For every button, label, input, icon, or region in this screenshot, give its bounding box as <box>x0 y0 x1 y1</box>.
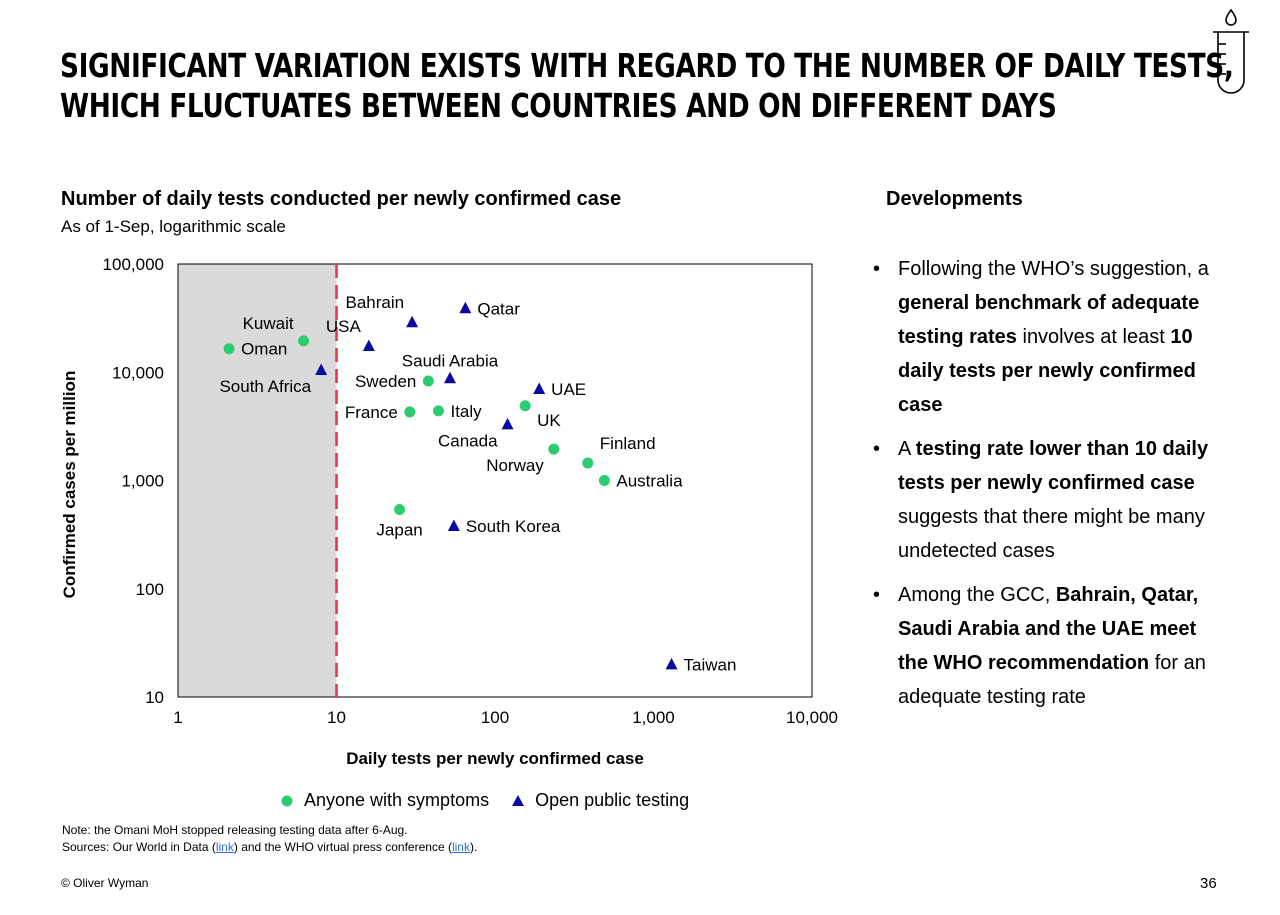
y-tick-label: 10 <box>145 688 164 707</box>
point-label: Taiwan <box>684 655 737 674</box>
bullet-text: involves at least <box>1016 326 1171 348</box>
x-tick-label: 1,000 <box>632 708 675 727</box>
x-tick-label: 1 <box>173 708 182 727</box>
y-tick-label: 100 <box>136 580 164 599</box>
data-point-uk <box>519 400 531 412</box>
development-bullet: A testing rate lower than 10 daily tests… <box>870 432 1230 568</box>
data-point-kuwait <box>298 335 310 347</box>
x-tick-label: 100 <box>481 708 509 727</box>
legend-label-symptoms: Anyone with symptoms <box>304 790 490 810</box>
bullet-text: for an adequate testing rate <box>898 652 1206 708</box>
point-label: South Korea <box>466 517 561 536</box>
who-link[interactable]: link <box>451 840 470 854</box>
data-point-saudi-arabia <box>443 371 456 384</box>
page-number: 36 <box>1200 875 1217 892</box>
sources-text: Sources: Our World in Data (link) and th… <box>62 839 477 856</box>
point-label: Italy <box>450 402 482 421</box>
scatter-chart: 1 10 100 1,000 10,000 10 100 1,000 10,000 100,000… <box>60 255 838 768</box>
bullet-bold-text: 10 daily tests per newly confirmed case <box>898 326 1196 416</box>
data-point-uae <box>533 382 546 395</box>
data-point-italy <box>432 405 444 417</box>
shaded-region <box>178 264 337 697</box>
data-point-bahrain <box>406 315 419 328</box>
point-label: Kuwait <box>243 314 294 333</box>
slide-title-line-2: WHICH FLUCTUATES BETWEEN COUNTRIES AND O… <box>60 86 1057 125</box>
point-label: Finland <box>600 434 656 453</box>
bullet-text: A <box>898 438 916 460</box>
slide-title-line-1: SIGNIFICANT VARIATION EXISTS WITH REGARD… <box>60 46 1234 85</box>
developments-list: Following the WHO’s suggestion, a genera… <box>870 252 1230 724</box>
development-bullet: Among the GCC, Bahrain, Qatar, Saudi Ara… <box>870 578 1230 714</box>
data-point-canada <box>501 417 514 430</box>
chart-subtitle: As of 1-Sep, logarithmic scale <box>61 217 286 236</box>
data-point-japan <box>394 503 406 515</box>
y-tick-label: 100,000 <box>103 255 164 274</box>
bullet-text: Following the WHO’s suggestion, a <box>898 258 1209 280</box>
point-label: Sweden <box>355 372 416 391</box>
legend-item-open-testing: Open public testing <box>511 790 689 811</box>
developments-title: Developments <box>886 188 1023 210</box>
plot-frame <box>177 263 813 698</box>
note-text: Note: the Omani MoH stopped releasing te… <box>62 823 408 837</box>
point-label: Oman <box>241 340 287 359</box>
data-point-qatar <box>459 301 472 314</box>
point-label: Qatar <box>477 299 520 318</box>
data-point-taiwan <box>665 657 678 670</box>
bullet-bold-text: Bahrain, Qatar, Saudi Arabia and the UAE… <box>898 584 1199 674</box>
data-point-usa <box>362 339 375 351</box>
data-point-oman <box>223 343 235 355</box>
point-label: Saudi Arabia <box>402 351 499 370</box>
point-label: UAE <box>551 380 586 399</box>
chart-title: Number of daily tests conducted per newl… <box>61 188 622 210</box>
point-label: France <box>345 403 398 422</box>
development-bullet: Following the WHO’s suggestion, a genera… <box>870 252 1230 422</box>
chart-legend: Anyone with symptoms Open public testing <box>280 790 711 811</box>
data-point-south-korea <box>447 519 460 531</box>
bullet-text: Among the GCC, <box>898 584 1056 606</box>
owid-link[interactable]: link <box>215 840 234 854</box>
data-point-south-africa <box>315 363 328 375</box>
x-axis-label: Daily tests per newly confirmed case <box>346 749 644 768</box>
legend-circle-marker <box>281 795 293 806</box>
point-label: USA <box>326 317 362 336</box>
y-axis-label: Confirmed cases per million <box>60 371 79 599</box>
footnote: Note: the Omani MoH stopped releasing te… <box>62 822 477 856</box>
point-label: Norway <box>486 456 544 475</box>
sources-mid: ) and the WHO virtual press conference ( <box>233 840 452 854</box>
slide-title: SIGNIFICANT VARIATION EXISTS WITH REGARD… <box>60 46 1234 126</box>
legend-triangle-marker <box>512 794 525 806</box>
copyright: © Oliver Wyman <box>61 876 149 890</box>
point-label: Bahrain <box>346 293 405 312</box>
y-tick-label: 1,000 <box>121 472 164 491</box>
data-point-sweden <box>422 375 434 387</box>
bullet-bold-text: testing rate lower than 10 daily tests p… <box>898 438 1209 494</box>
data-point-finland <box>582 457 594 469</box>
test-tube-icon <box>1213 8 1249 94</box>
data-point-france <box>404 406 416 418</box>
legend-item-symptoms: Anyone with symptoms <box>280 790 489 811</box>
bullet-bold-text: general benchmark of adequate testing ra… <box>898 292 1200 348</box>
point-label: Japan <box>376 520 422 539</box>
legend-label-open-testing: Open public testing <box>535 790 690 810</box>
bullet-text: suggests that there might be many undete… <box>898 506 1205 562</box>
y-tick-label: 10,000 <box>112 363 164 382</box>
x-tick-label: 10,000 <box>786 708 838 727</box>
point-label: South Africa <box>219 377 311 396</box>
point-label: UK <box>537 411 561 430</box>
data-point-australia <box>598 475 610 486</box>
point-label: Australia <box>616 472 683 491</box>
x-tick-label: 10 <box>327 708 346 727</box>
sources-prefix: Sources: Our World in Data ( <box>62 840 216 854</box>
sources-suffix: ). <box>469 840 478 854</box>
point-label: Canada <box>438 431 498 450</box>
data-point-norway <box>548 443 560 455</box>
